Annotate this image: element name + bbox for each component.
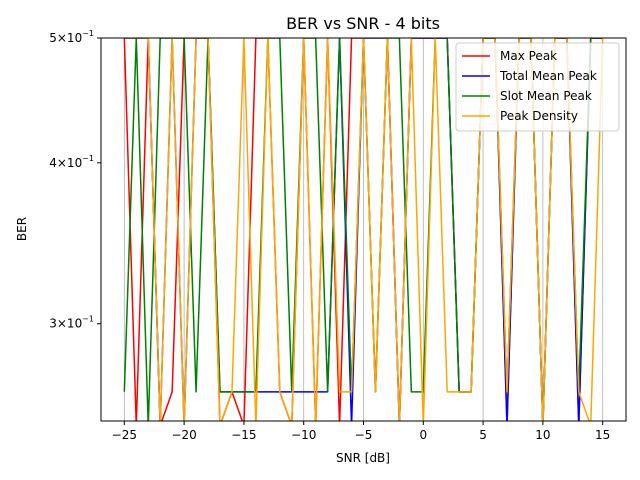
legend-label-2: Slot Mean Peak — [500, 89, 592, 103]
x-tick-label: −15 — [231, 428, 256, 442]
legend: Max Peak Total Mean Peak Slot Mean Peak Pea… — [455, 42, 620, 132]
x-axis-ticks: −25 −20 −15 −10 −5 0 5 10 15 — [112, 421, 610, 442]
y-tick-mantissa: 3 — [49, 317, 57, 331]
y-tick-base: ×10 — [57, 31, 82, 45]
y-tick-mantissa: 4 — [49, 156, 57, 170]
y-tick-exponent: −1 — [82, 29, 94, 38]
legend-label-1: Total Mean Peak — [499, 69, 597, 83]
legend-box — [455, 42, 620, 132]
x-tick-label: 10 — [535, 428, 550, 442]
y-tick-label: 5×10−1 — [49, 29, 94, 45]
y-tick-base: ×10 — [57, 317, 82, 331]
x-tick-label: −5 — [355, 428, 373, 442]
chart-title: BER vs SNR - 4 bits — [286, 14, 440, 33]
x-tick-label: 15 — [595, 428, 610, 442]
y-tick-exponent: −1 — [82, 315, 94, 324]
y-tick-label: 3×10−1 — [49, 315, 94, 331]
y-axis-ticks: 5×10−14×10−13×10−1 — [49, 29, 101, 331]
series-line-2 — [123, 38, 603, 421]
x-tick-label: 5 — [479, 428, 487, 442]
legend-label-0: Max Peak — [500, 49, 557, 63]
y-axis-label: BER — [15, 217, 29, 241]
y-tick-label: 4×10−1 — [49, 154, 94, 170]
y-tick-base: ×10 — [57, 156, 82, 170]
x-tick-label: −20 — [171, 428, 196, 442]
legend-label-3: Peak Density — [500, 109, 578, 123]
x-tick-label: −25 — [112, 428, 137, 442]
x-tick-label: 0 — [419, 428, 427, 442]
series-group — [123, 38, 604, 421]
y-tick-exponent: −1 — [82, 154, 94, 163]
x-tick-label: −10 — [291, 428, 316, 442]
x-axis-label: SNR [dB] — [336, 451, 390, 465]
y-tick-mantissa: 5 — [49, 31, 57, 45]
